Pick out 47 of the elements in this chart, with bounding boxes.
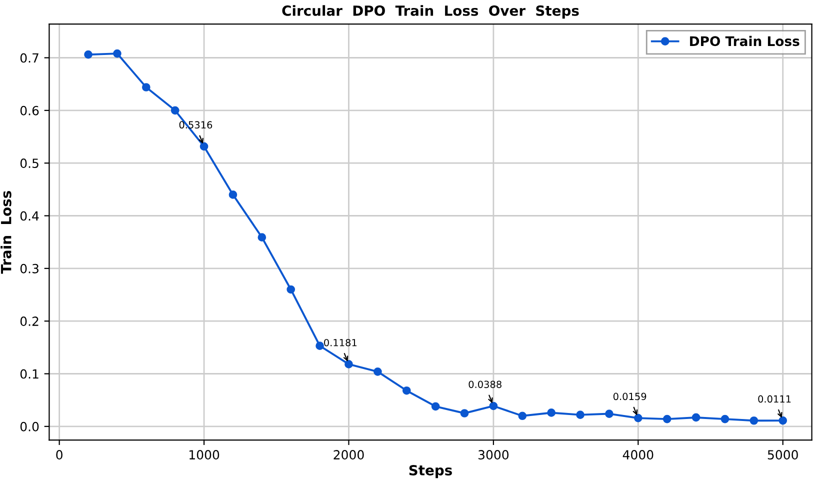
- y-tick-label: 0.4: [20, 211, 39, 221]
- point: [547, 408, 556, 417]
- point: [228, 190, 238, 199]
- point: [489, 402, 498, 410]
- point: [778, 416, 788, 425]
- annotation: 0.1181: [324, 338, 357, 346]
- y-tick-label: 0.3: [20, 264, 38, 274]
- x-tick-label: 4000: [622, 450, 654, 460]
- x-tick-label: 3000: [478, 450, 509, 460]
- annotation: 0.0159: [613, 392, 646, 400]
- y-tick-label: 0.6: [20, 106, 39, 116]
- point: [113, 49, 122, 58]
- point: [662, 414, 672, 424]
- annotation: 0.0111: [758, 395, 791, 403]
- y-tick-label: 0.2: [20, 316, 38, 326]
- point: [605, 410, 614, 418]
- point: [170, 106, 180, 115]
- legend-label: DPO Train Loss: [690, 36, 800, 46]
- x-tick-label: 1000: [190, 450, 220, 460]
- x-tick-label: 2000: [334, 450, 364, 460]
- chart-title: Circular DPO Train Loss Over Steps: [282, 5, 579, 19]
- point: [344, 360, 353, 368]
- point: [316, 342, 324, 350]
- point: [720, 414, 730, 424]
- point: [402, 386, 411, 395]
- y-axis-title: Train Loss: [0, 191, 12, 274]
- point: [460, 409, 469, 418]
- point: [200, 142, 208, 151]
- y-tick-label: 0.1: [20, 369, 38, 379]
- x-axis-title: Steps: [409, 464, 452, 478]
- x-tick-label: 5000: [768, 450, 798, 460]
- point: [431, 402, 440, 411]
- point: [286, 285, 296, 294]
- point: [374, 367, 382, 376]
- point: [518, 412, 527, 420]
- point: [634, 414, 642, 422]
- y-tick-label: 0.0: [20, 422, 39, 432]
- y-tick-label: 0.7: [20, 53, 38, 63]
- y-tick-label: 0.5: [20, 158, 38, 168]
- point: [692, 413, 700, 422]
- x-tick-label: 0: [56, 450, 62, 460]
- point: [84, 50, 92, 59]
- point: [750, 416, 758, 425]
- point: [258, 233, 266, 242]
- point: [142, 83, 150, 92]
- annotation: 0.0388: [468, 380, 502, 388]
- point: [576, 410, 584, 419]
